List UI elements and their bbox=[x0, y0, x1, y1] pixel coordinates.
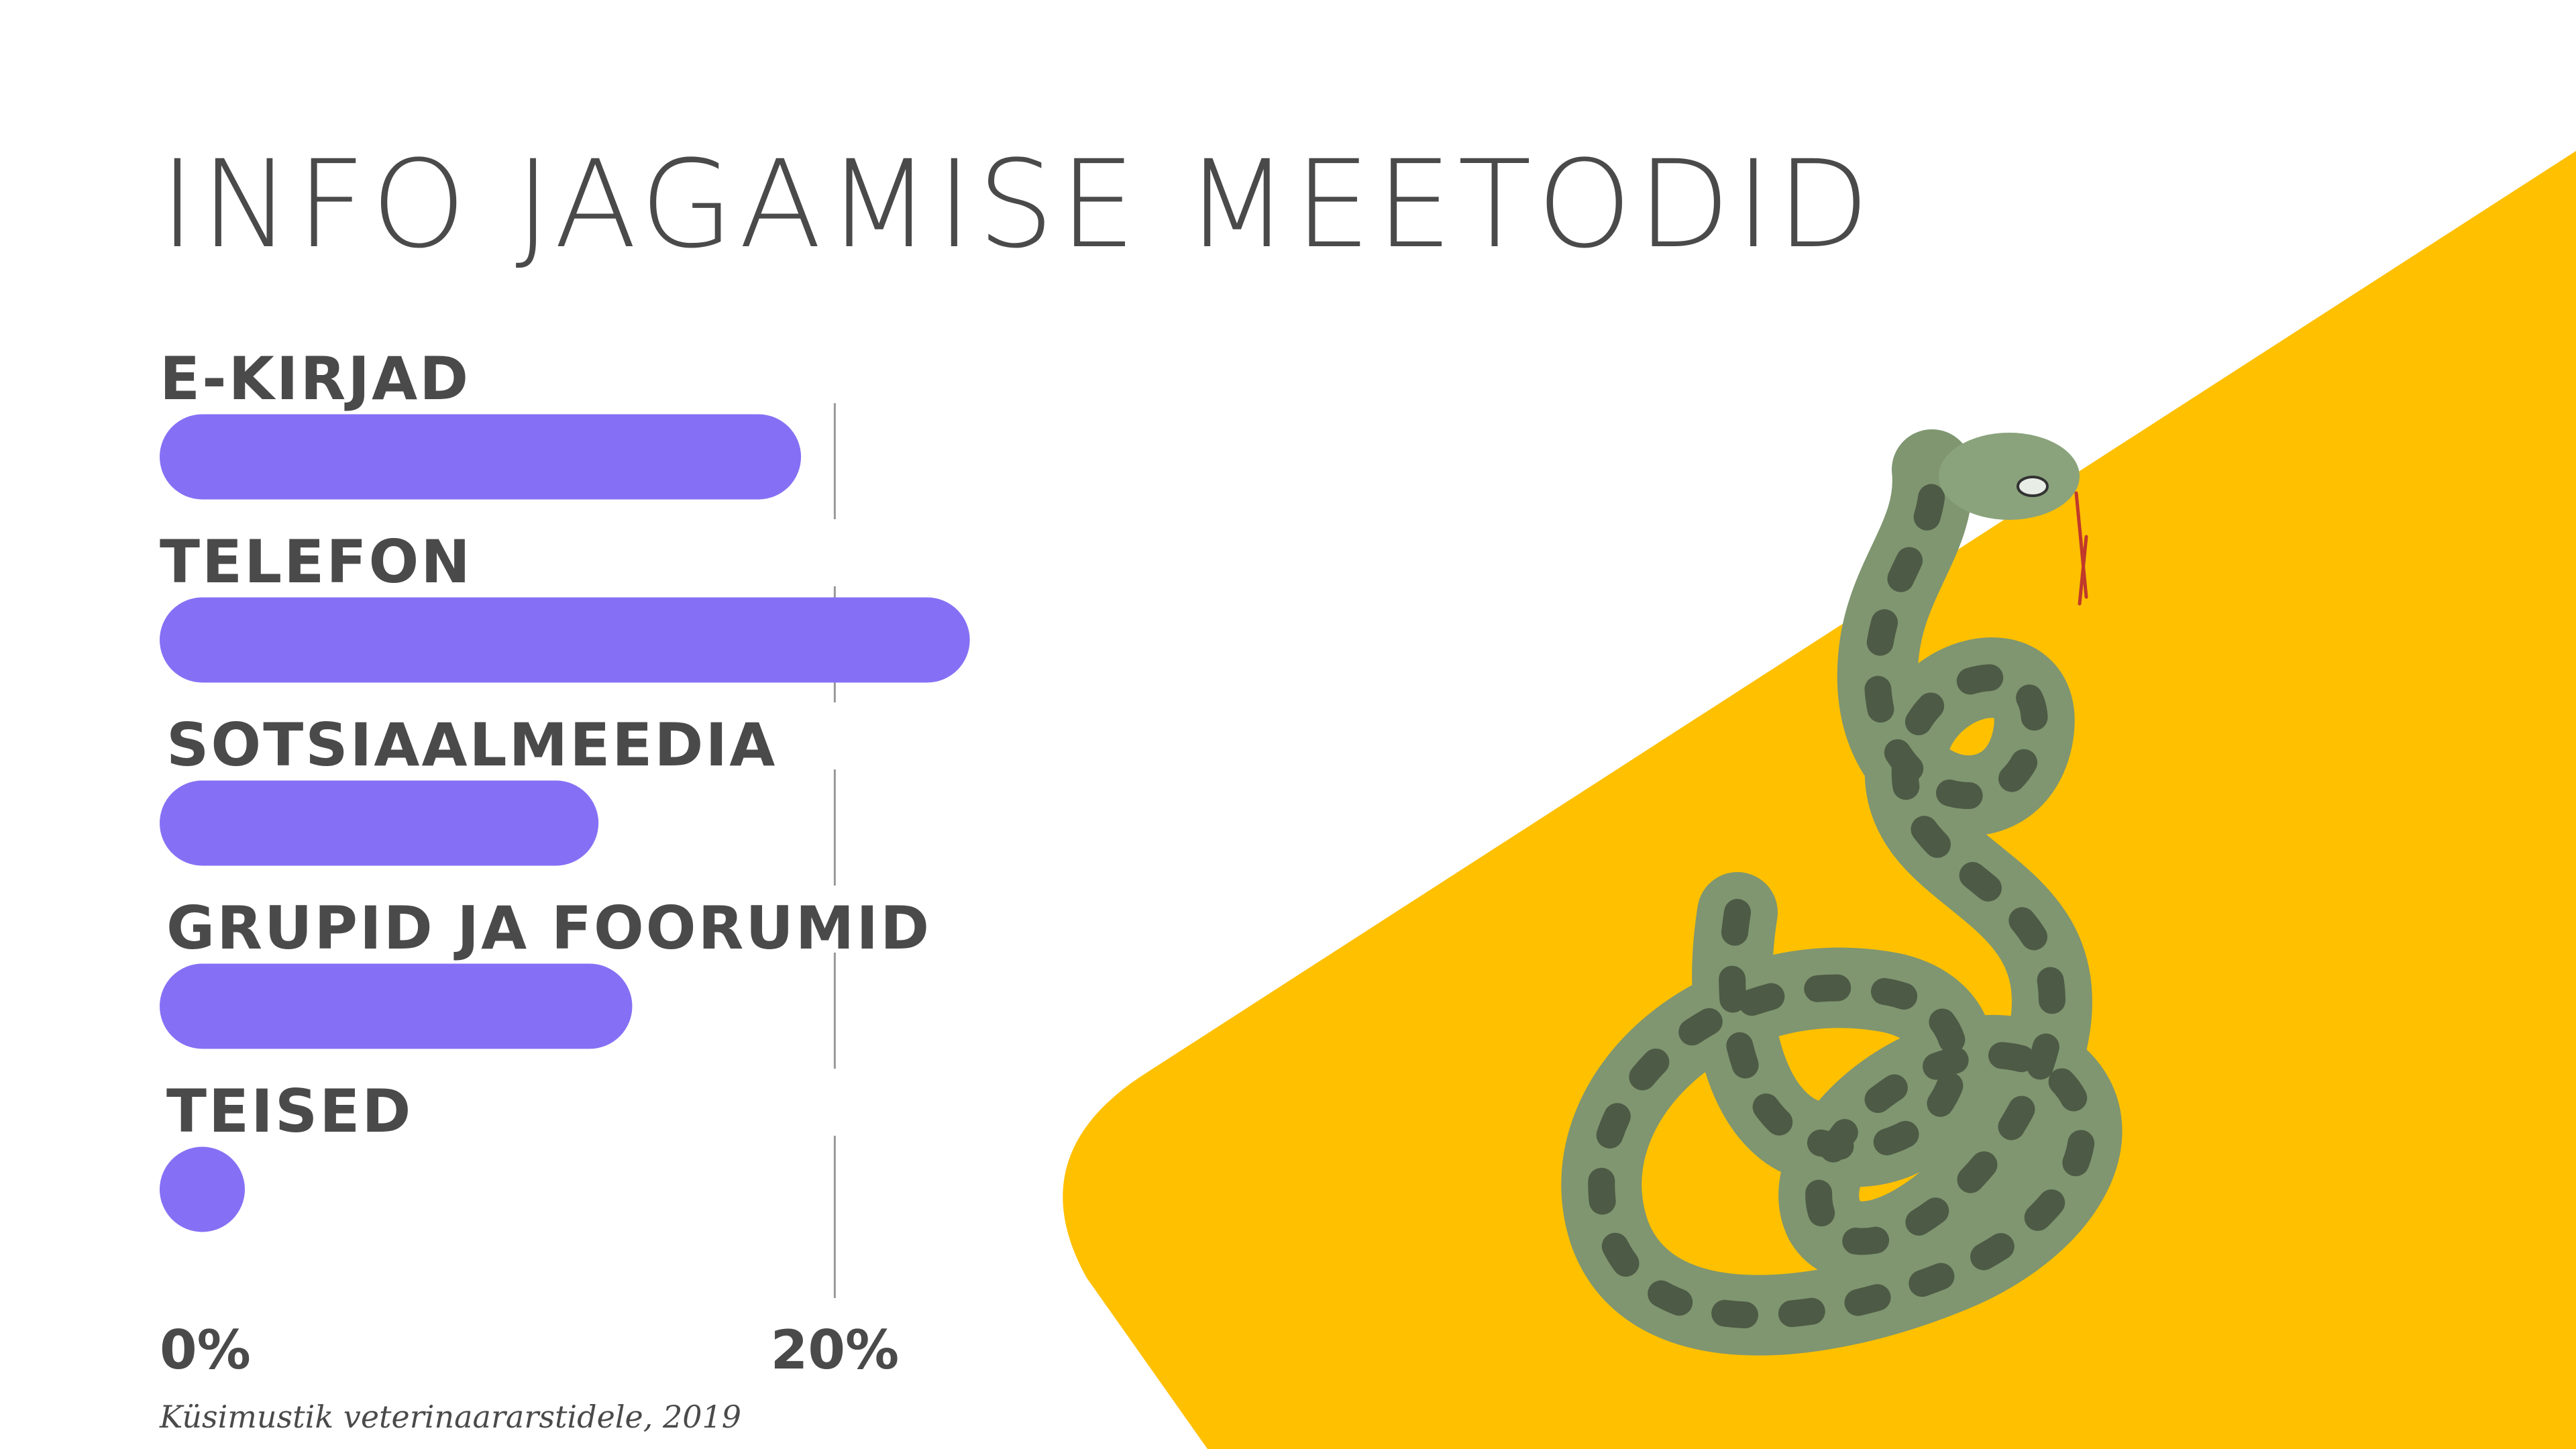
category-label: TELEFON bbox=[160, 527, 472, 596]
bar bbox=[160, 963, 633, 1049]
x-tick-label: 20% bbox=[771, 1319, 899, 1381]
category-label: GRUPID JA FOORUMID bbox=[166, 894, 931, 963]
label-bg bbox=[160, 885, 931, 953]
bar bbox=[160, 414, 802, 500]
x-tick-label: 0% bbox=[160, 1319, 251, 1381]
label-bg bbox=[160, 702, 931, 769]
category-label: TEISED bbox=[166, 1077, 413, 1146]
bar bbox=[160, 780, 599, 866]
chart-title: INFO JAGAMISE MEETODID bbox=[160, 135, 1875, 275]
category-label: E-KIRJAD bbox=[160, 344, 470, 413]
category-label: SOTSIAALMEEDIA bbox=[166, 710, 777, 780]
yellow-shape bbox=[1063, 151, 2576, 1449]
label-bg bbox=[160, 336, 931, 403]
bar bbox=[160, 597, 970, 683]
bar bbox=[160, 1146, 245, 1232]
source-note: Küsimustik veterinaararstidele, 2019 bbox=[159, 1399, 741, 1435]
label-bg bbox=[160, 1069, 931, 1136]
label-bg bbox=[160, 519, 931, 586]
snake-illustration bbox=[1561, 429, 2123, 1356]
